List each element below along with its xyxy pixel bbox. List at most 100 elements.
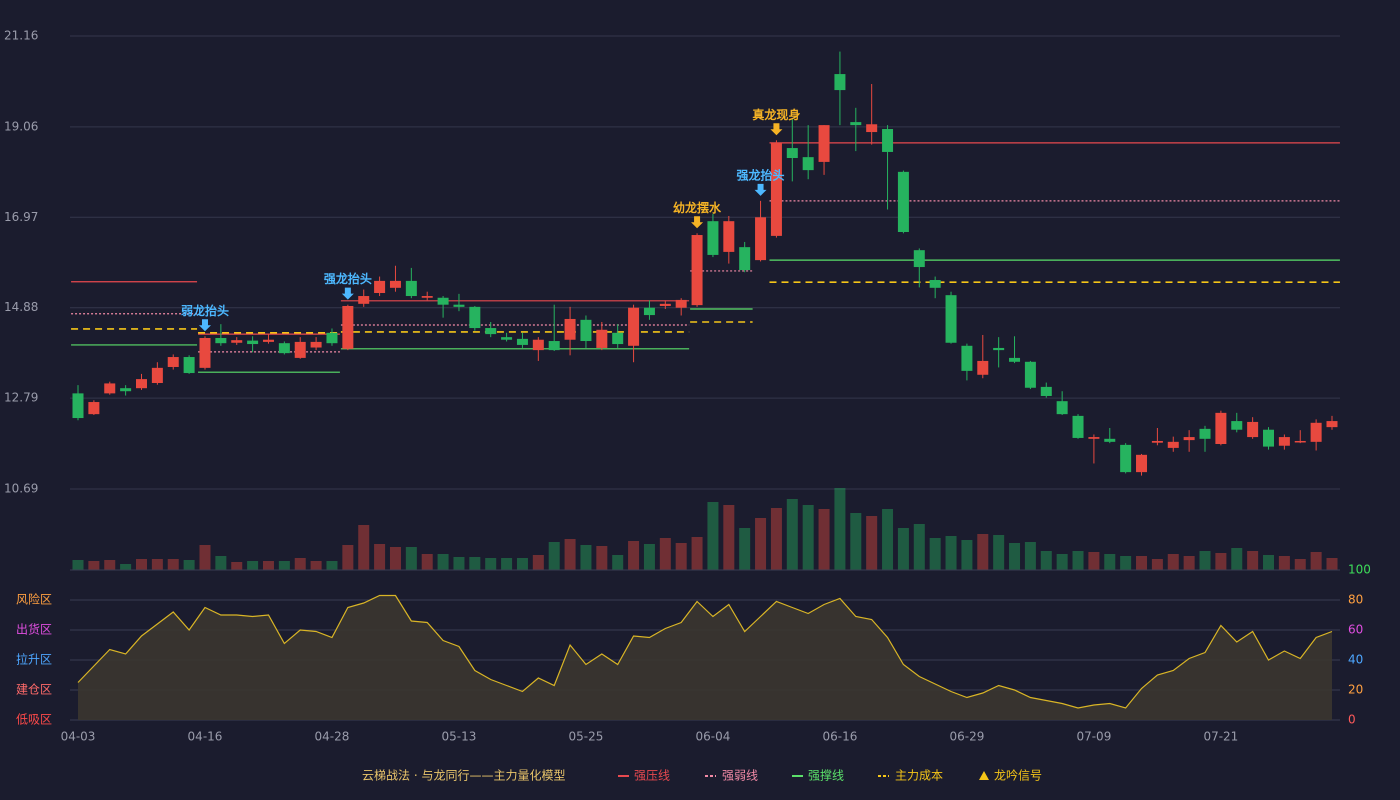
volume-bar [770,508,782,570]
candle-body [247,340,259,345]
volume-bar [453,557,465,570]
volume-bar [564,539,576,570]
candle-body [929,280,941,288]
candle-body [770,142,782,236]
candle-body [1088,437,1100,439]
candle-body [231,340,243,343]
signal-label: 幼龙摆水 [673,200,722,215]
y2-tick-label: 80 [1348,593,1363,607]
y-tick-label: 21.16 [4,29,38,43]
x-tick-label: 07-09 [1076,730,1111,744]
candle-body [1215,412,1227,445]
candle-body [437,297,449,305]
candle-body [120,388,132,392]
volume-bar [1072,551,1084,570]
candle-body [866,124,878,133]
candle-body [104,383,116,394]
signal-arrow [754,183,767,196]
y-tick-label: 14.88 [4,300,38,314]
candle-body [548,341,560,351]
candle-body [469,306,481,329]
volume-bar [993,535,1005,570]
candle-body [135,379,147,389]
volume-bar [501,558,513,570]
volume-bar [1263,555,1275,570]
candle-body [1183,437,1195,441]
candle-body [342,305,354,349]
candle-body [262,339,274,342]
volume-bar [1215,553,1227,570]
volume-bar [231,562,243,570]
x-tick-label: 04-03 [61,730,96,744]
candle-body [405,280,417,297]
candle-body [1167,441,1179,448]
volume-bar [913,524,925,570]
candle-body [1263,429,1275,447]
x-tick-label: 07-21 [1203,730,1238,744]
y2-tick-label: 20 [1348,683,1363,697]
volume-bar [1056,554,1068,570]
candle-body [850,122,862,126]
volume-bar [88,561,100,570]
volume-bar [532,555,544,570]
candle-body [643,307,655,316]
volume-bar [691,537,703,570]
volume-bar [834,488,846,570]
volume-bar [1183,556,1195,570]
candle-body [659,303,671,306]
candle-body [564,318,576,340]
volume-bar [802,505,814,570]
volume-bar [405,547,417,570]
zone-label: 出货区 [16,622,52,637]
zone-label: 低吸区 [16,713,52,727]
candle-body [501,337,513,340]
volume-bar [866,516,878,570]
candle-body [1247,421,1259,438]
volume-bar [167,559,179,570]
volume-bar [389,547,401,570]
volume-bar [120,564,132,570]
candle-body [961,345,973,371]
volume-bar [882,509,894,570]
volume-bar [262,561,274,570]
volume-bar [469,557,481,570]
candle-body [374,280,386,294]
volume-bar [1088,552,1100,570]
volume-bar [548,542,560,570]
volume-bar [580,545,592,570]
volume-bar [1326,558,1338,570]
candle-body [88,402,100,415]
y2-tick-label: 100 [1348,563,1371,577]
volume-bar [612,555,624,570]
y-tick-label: 10.69 [4,482,38,496]
volume-bar [850,513,862,570]
candle-body [532,339,544,351]
candle-body [1120,444,1132,473]
candle-body [580,319,592,342]
volume-bar [596,546,608,570]
volume-bar [675,543,687,570]
legend-label: 龙吟信号 [994,768,1042,783]
x-tick-label: 06-04 [695,730,730,744]
candle-body [1151,440,1163,443]
legend-label: 强弱线 [722,769,758,783]
candle-body [215,338,227,344]
y2-tick-label: 0 [1348,713,1356,727]
oscillator-line [77,594,1333,709]
candle-body [278,343,290,354]
candle-body [453,304,465,307]
candle-body [1009,357,1021,362]
candle-body [675,299,687,308]
volume-bar [707,502,719,570]
candle-body [421,296,433,298]
candle-body [1231,421,1243,430]
volume-bar [628,541,640,570]
volume-bar [897,528,909,570]
volume-bar [659,538,671,570]
candle-body [897,171,909,232]
y2-tick-label: 60 [1348,623,1363,637]
candle-body [1278,437,1290,446]
candle-body [945,295,957,343]
candle-body [1024,361,1036,388]
volume-bar [72,560,84,570]
